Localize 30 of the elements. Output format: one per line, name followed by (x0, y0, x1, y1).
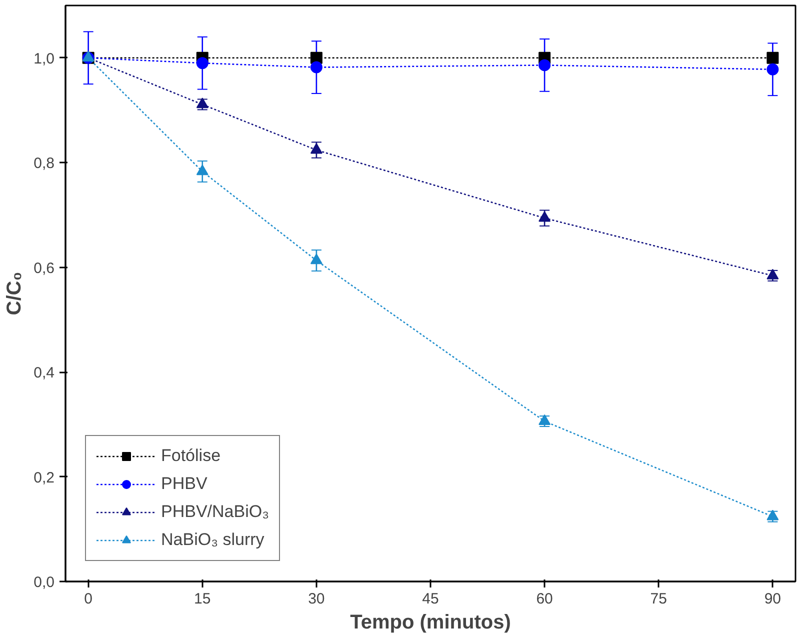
point (766, 52, 779, 64)
y-tick-label: 0,6 (34, 260, 55, 277)
x-axis-title: Tempo (minutos) (350, 612, 511, 634)
y-tick-label: 0,0 (34, 574, 55, 591)
x-tick-label: 60 (536, 590, 553, 608)
point (310, 143, 322, 154)
y-tick-label: 0,2 (34, 469, 55, 486)
point (538, 59, 551, 72)
point (766, 268, 779, 280)
point (538, 414, 551, 425)
x-tick-label: 45 (422, 590, 439, 608)
point (538, 211, 551, 222)
x-tick-label: 90 (764, 590, 782, 608)
x-tick-label: 30 (308, 590, 325, 608)
point (196, 164, 208, 176)
x-tick-label: 75 (650, 590, 667, 608)
x-tick-label: 0 (84, 590, 92, 608)
y-tick-label: 1,0 (34, 50, 55, 68)
y-tick-label: 0,4 (34, 364, 55, 382)
x-tick-label: 15 (194, 590, 211, 608)
point (766, 63, 779, 76)
point (310, 61, 322, 74)
legend-label: PHBV (161, 474, 208, 494)
legend-label: PHBV/NaBiO₃ (161, 502, 270, 522)
point (196, 57, 208, 70)
y-axis-title: C/C₀ (4, 272, 26, 316)
legend-label: Fotólise (161, 446, 221, 466)
y-tick-label: 0,8 (34, 155, 55, 172)
legend-label: NaBiO₃ slurry (161, 530, 264, 550)
point (310, 254, 322, 264)
